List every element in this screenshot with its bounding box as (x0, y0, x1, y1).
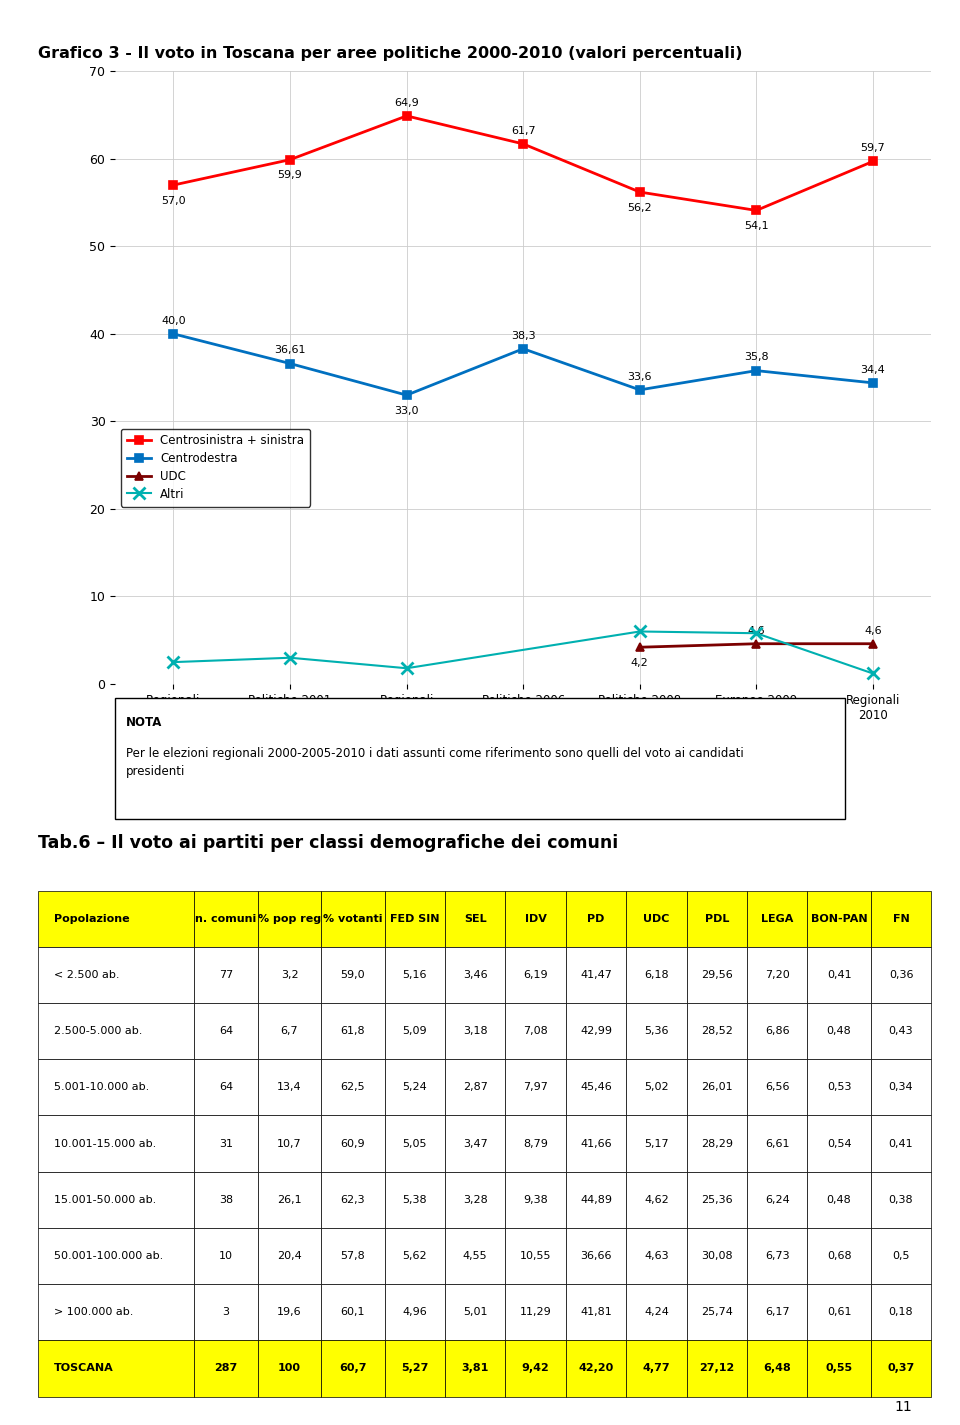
UDC (751, 636, 762, 653)
Text: 36,61: 36,61 (275, 345, 306, 355)
UDC (634, 638, 645, 656)
Text: 35,8: 35,8 (744, 352, 769, 362)
Text: 38,3: 38,3 (511, 331, 536, 341)
Centrosinistra + sinistra (634, 184, 645, 201)
Altri (867, 665, 878, 683)
Line: Altri: Altri (168, 626, 878, 680)
Altri (751, 624, 762, 641)
Centrodestra (284, 355, 296, 372)
Altri (168, 654, 180, 671)
Text: 61,7: 61,7 (511, 125, 536, 135)
Centrodestra (751, 362, 762, 379)
Line: UDC: UDC (636, 640, 877, 651)
Centrosinistra + sinistra (401, 107, 413, 124)
UDC (867, 636, 878, 653)
Centrosinistra + sinistra (751, 202, 762, 219)
Centrosinistra + sinistra (168, 177, 180, 194)
Centrodestra (634, 382, 645, 399)
Text: 33,0: 33,0 (395, 406, 419, 416)
Text: 4,2: 4,2 (631, 658, 649, 668)
Text: 11: 11 (895, 1399, 912, 1414)
Altri (401, 660, 413, 677)
Line: Centrodestra: Centrodestra (169, 329, 877, 399)
Text: 57,0: 57,0 (161, 195, 186, 205)
Text: 59,7: 59,7 (860, 144, 885, 154)
Legend: Centrosinistra + sinistra, Centrodestra, UDC, Altri: Centrosinistra + sinistra, Centrodestra,… (121, 429, 310, 506)
Text: 34,4: 34,4 (860, 365, 885, 375)
Altri (634, 623, 645, 640)
Line: Centrosinistra + sinistra: Centrosinistra + sinistra (169, 111, 877, 215)
Altri (284, 650, 296, 667)
Text: NOTA: NOTA (126, 717, 162, 730)
Centrodestra (401, 386, 413, 403)
Text: Tab.6 – Il voto ai partiti per classi demografiche dei comuni: Tab.6 – Il voto ai partiti per classi de… (38, 834, 618, 852)
Centrodestra (168, 325, 180, 342)
Centrosinistra + sinistra (284, 151, 296, 168)
FancyBboxPatch shape (115, 698, 845, 819)
Text: 56,2: 56,2 (628, 202, 652, 212)
Text: 64,9: 64,9 (395, 98, 419, 108)
Text: Per le elezioni regionali 2000-2005-2010 i dati assunti come riferimento sono qu: Per le elezioni regionali 2000-2005-2010… (126, 747, 744, 778)
Text: 4,6: 4,6 (748, 626, 765, 636)
Text: 40,0: 40,0 (161, 316, 186, 326)
Centrosinistra + sinistra (867, 152, 878, 170)
Text: 54,1: 54,1 (744, 221, 769, 231)
Text: 33,6: 33,6 (628, 372, 652, 382)
Text: 4,6: 4,6 (864, 626, 881, 636)
Centrodestra (517, 341, 529, 358)
Text: Grafico 3 - Il voto in Toscana per aree politiche 2000-2010 (valori percentuali): Grafico 3 - Il voto in Toscana per aree … (38, 46, 743, 61)
Centrodestra (867, 375, 878, 392)
Centrosinistra + sinistra (517, 135, 529, 152)
Text: 59,9: 59,9 (277, 171, 302, 181)
